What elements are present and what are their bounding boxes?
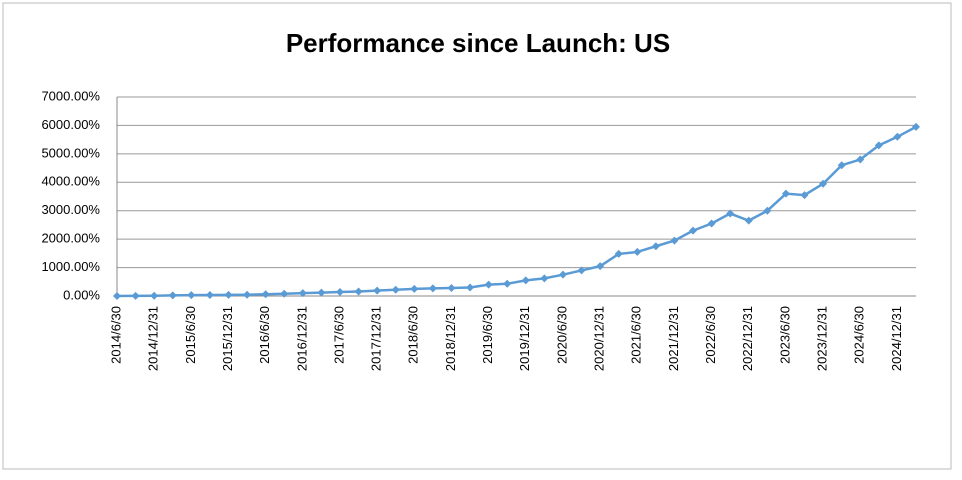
data-point — [261, 290, 270, 299]
x-tick-label: 2017/12/31 — [369, 306, 384, 371]
data-point — [354, 287, 363, 296]
data-point — [837, 161, 846, 170]
data-point — [280, 289, 289, 298]
data-point — [410, 284, 419, 293]
y-tick-label: 5000.00% — [41, 145, 100, 160]
data-point — [428, 284, 437, 293]
data-point — [484, 280, 493, 289]
x-tick-label: 2017/6/30 — [331, 306, 346, 364]
data-point — [633, 247, 642, 256]
x-tick-label: 2018/6/30 — [406, 306, 421, 364]
data-point — [781, 189, 790, 198]
data-point — [874, 141, 883, 150]
data-point — [689, 226, 698, 235]
data-point — [670, 236, 679, 245]
x-tick-label: 2014/12/31 — [146, 306, 161, 371]
data-point — [726, 209, 735, 218]
x-tick-label: 2023/12/31 — [815, 306, 830, 371]
x-tick-label: 2020/6/30 — [554, 306, 569, 364]
data-point — [168, 291, 177, 300]
y-tick-label: 6000.00% — [41, 117, 100, 132]
data-point — [113, 292, 121, 300]
y-tick-label: 2000.00% — [41, 231, 100, 246]
data-point — [243, 290, 252, 299]
x-tick-label: 2015/6/30 — [183, 306, 198, 364]
data-point — [224, 290, 233, 299]
x-tick-label: 2019/12/31 — [517, 306, 532, 371]
data-point — [503, 279, 512, 288]
data-point — [205, 291, 214, 300]
x-tick-label: 2021/6/30 — [629, 306, 644, 364]
x-tick-label: 2014/6/30 — [108, 306, 123, 364]
data-point — [335, 288, 344, 297]
y-tick-label: 7000.00% — [41, 88, 100, 103]
chart-title: Performance since Launch: US — [286, 28, 670, 58]
data-point — [651, 242, 660, 251]
data-point — [744, 216, 753, 225]
data-point — [893, 132, 902, 141]
data-point — [819, 179, 828, 188]
data-point — [373, 286, 382, 295]
data-point — [150, 291, 159, 300]
x-tick-label: 2024/6/30 — [852, 306, 867, 364]
x-tick-label: 2023/6/30 — [777, 306, 792, 364]
x-tick-label: 2018/12/31 — [443, 306, 458, 371]
x-tick-label: 2019/6/30 — [480, 306, 495, 364]
y-tick-label: 3000.00% — [41, 202, 100, 217]
x-tick-label: 2022/12/31 — [740, 306, 755, 371]
data-point — [912, 122, 920, 131]
x-tick-label: 2021/12/31 — [666, 306, 681, 371]
x-tick-label: 2022/6/30 — [703, 306, 718, 364]
x-tick-label: 2020/12/31 — [592, 306, 607, 371]
data-point — [391, 285, 400, 294]
data-point — [596, 262, 605, 271]
data-point — [298, 289, 307, 298]
x-tick-label: 2024/12/31 — [889, 306, 904, 371]
y-tick-label: 1000.00% — [41, 259, 100, 274]
data-point — [521, 276, 530, 285]
data-point — [466, 283, 475, 292]
x-tick-label: 2015/12/31 — [220, 306, 235, 371]
data-point — [187, 291, 196, 300]
data-point — [540, 274, 549, 283]
data-point — [558, 270, 567, 279]
data-point — [800, 191, 809, 200]
data-point — [577, 266, 586, 275]
chart-frame — [2, 2, 952, 470]
data-point — [707, 219, 716, 228]
x-tick-label: 2016/6/30 — [257, 306, 272, 364]
data-point — [856, 155, 865, 164]
data-point — [614, 249, 623, 258]
data-point — [763, 206, 772, 215]
y-tick-label: 0.00% — [63, 287, 100, 302]
y-tick-label: 4000.00% — [41, 174, 100, 189]
x-tick-label: 2016/12/31 — [294, 306, 309, 371]
data-point — [317, 288, 326, 297]
data-point — [447, 284, 456, 293]
data-point — [131, 291, 140, 300]
